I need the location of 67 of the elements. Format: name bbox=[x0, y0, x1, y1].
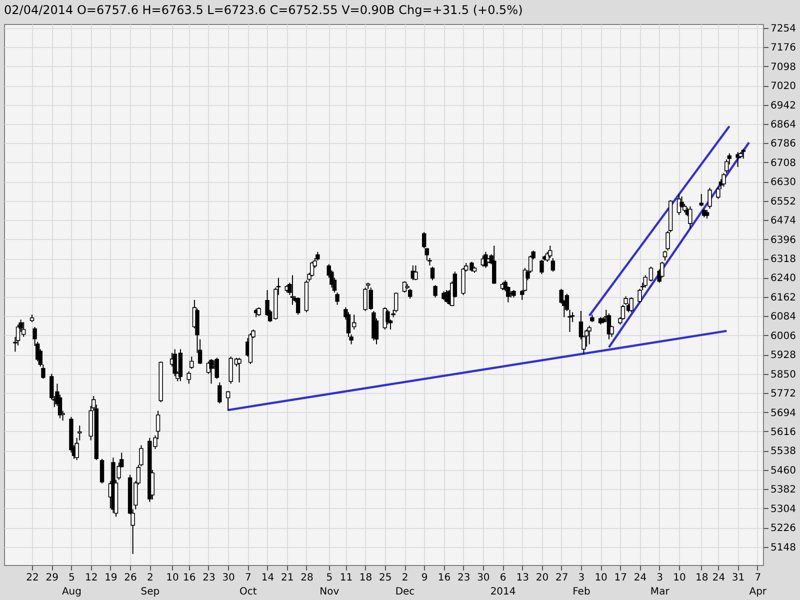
y-tick-label: 6084 bbox=[770, 312, 796, 323]
x-tick-label: 28 bbox=[300, 572, 314, 584]
y-tick-label: 5460 bbox=[770, 465, 796, 476]
y-tick-label: 6474 bbox=[770, 216, 796, 227]
x-tick-label: 30 bbox=[477, 572, 490, 584]
x-tick-label: 23 bbox=[457, 572, 470, 584]
y-tick-label: 6318 bbox=[770, 254, 796, 266]
y-tick-label: 7098 bbox=[770, 62, 796, 73]
y-tick-label: 6786 bbox=[770, 138, 796, 150]
y-tick-label: 6630 bbox=[770, 177, 796, 188]
y-tick-label: 5304 bbox=[770, 504, 796, 515]
y-tick-label: 6162 bbox=[770, 292, 796, 304]
y-tick-label: 6552 bbox=[770, 196, 796, 208]
y-tick-label: 6864 bbox=[770, 120, 796, 131]
y-tick-label: 5850 bbox=[770, 369, 796, 380]
x-tick-label: 2 Sep bbox=[140, 572, 160, 598]
x-tick-label: 24 bbox=[712, 572, 726, 584]
y-tick-label: 6396 bbox=[770, 234, 796, 246]
y-tick-label: 6240 bbox=[770, 273, 796, 284]
x-tick-label: 17 bbox=[614, 572, 628, 584]
x-tick-label: 16 bbox=[438, 572, 451, 584]
y-tick-label: 6006 bbox=[770, 330, 796, 342]
x-tick-label: 22 bbox=[26, 572, 39, 584]
x-tick-label: 25 bbox=[379, 572, 392, 584]
x-tick-label: 7 Oct bbox=[240, 572, 257, 598]
y-tick-label: 7020 bbox=[770, 81, 796, 92]
x-tick-label: 27 bbox=[555, 572, 568, 584]
y-tick-label: 6708 bbox=[770, 158, 796, 169]
y-tick-label: 5616 bbox=[770, 426, 796, 438]
x-tick-label: 30 bbox=[222, 572, 235, 584]
x-tick-label: 19 bbox=[104, 572, 118, 584]
y-tick-label: 6942 bbox=[770, 100, 796, 112]
x-tick-label: 18 bbox=[696, 572, 708, 584]
x-tick-label: 2 Dec bbox=[395, 572, 415, 598]
x-tick-label: 3 Feb bbox=[572, 572, 590, 598]
x-tick-label: 11 bbox=[340, 572, 353, 584]
x-tick-label: 5 Aug bbox=[62, 572, 82, 598]
x-tick-label: 18 bbox=[359, 572, 372, 584]
x-tick-label: 7 Apr bbox=[749, 572, 768, 598]
x-tick-label: 5 Nov bbox=[320, 572, 340, 598]
x-tick-label: 23 bbox=[202, 572, 216, 584]
x-tick-label: 14 bbox=[261, 572, 274, 584]
x-tick-label: 10 bbox=[673, 572, 686, 584]
x-tick-label: 24 bbox=[634, 572, 647, 584]
y-tick-label: 5538 bbox=[770, 446, 796, 458]
y-tick-label: 5928 bbox=[770, 350, 796, 362]
x-tick-label: 21 bbox=[281, 572, 294, 584]
y-tick-label: 5148 bbox=[770, 542, 796, 554]
y-tick-label: 5772 bbox=[770, 388, 796, 400]
x-tick-label: 20 bbox=[536, 572, 549, 584]
x-tick-label: 6 2014 bbox=[490, 572, 516, 598]
x-tick-label: 16 bbox=[182, 572, 196, 584]
x-tick-label: 12 bbox=[84, 572, 98, 584]
text: 02/04/2014 O=6757.6 H=6763.5 L=6723.6 C=6752.55 V=0.90B Chg=+31.5 (+0.5%) bbox=[4, 2, 523, 17]
x-tick-label: 29 bbox=[46, 572, 58, 584]
y-tick-label: 5694 bbox=[770, 408, 796, 419]
y-tick-label: 5382 bbox=[770, 484, 796, 496]
y-tick-label: 7254 bbox=[770, 23, 796, 34]
x-tick-label: 31 bbox=[732, 572, 745, 584]
x-tick-label: 10 bbox=[594, 572, 608, 584]
y-tick-label: 7176 bbox=[770, 42, 796, 54]
y-tick-label: 5226 bbox=[770, 523, 796, 534]
x-tick-label: 9 bbox=[421, 572, 428, 584]
x-tick-label: 13 bbox=[516, 572, 530, 584]
x-tick-label: 10 bbox=[166, 572, 179, 584]
x-tick-label: 26 bbox=[124, 572, 137, 584]
x-tick-label: 3 Mar bbox=[650, 572, 670, 598]
